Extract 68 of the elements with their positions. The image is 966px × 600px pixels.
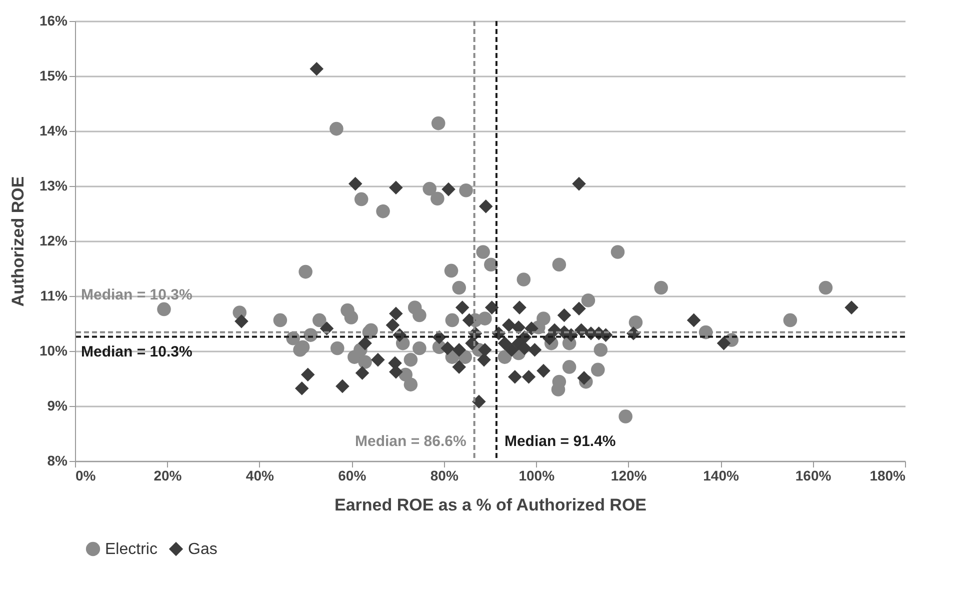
point bbox=[504, 343, 519, 357]
point bbox=[524, 322, 538, 336]
point bbox=[358, 336, 372, 350]
ref-line-label: Median = 91.4% bbox=[504, 433, 616, 450]
y-tick-label: 8% bbox=[47, 452, 68, 468]
x-tick-label: 180% bbox=[870, 468, 906, 484]
point bbox=[300, 368, 315, 382]
x-tick-label: 0% bbox=[76, 468, 96, 484]
legend-label: Electric bbox=[105, 541, 158, 558]
point bbox=[572, 302, 586, 316]
x-tick-label: 100% bbox=[518, 468, 556, 484]
point bbox=[472, 394, 486, 408]
point bbox=[478, 343, 492, 357]
x-tick-label: 20% bbox=[154, 468, 182, 484]
y-tick-label: 13% bbox=[39, 178, 68, 194]
y-tick-label: 16% bbox=[39, 12, 68, 28]
point bbox=[557, 308, 572, 322]
y-tick-label: 9% bbox=[47, 398, 68, 414]
ref-line-label: Median = 86.6% bbox=[355, 433, 466, 450]
point bbox=[371, 352, 385, 367]
point bbox=[442, 182, 456, 196]
point bbox=[477, 352, 491, 367]
x-axis-title: Earned ROE as a % of Authorized ROE bbox=[334, 496, 647, 514]
y-tick-label: 12% bbox=[39, 232, 68, 248]
ref-line-label: Median = 10.3% bbox=[81, 344, 192, 361]
point bbox=[355, 366, 370, 380]
y-tick-label: 10% bbox=[39, 342, 68, 358]
point bbox=[389, 180, 403, 195]
point bbox=[386, 318, 400, 332]
point bbox=[522, 370, 536, 384]
point bbox=[452, 343, 466, 357]
point bbox=[572, 176, 586, 191]
point bbox=[440, 341, 454, 356]
point bbox=[512, 300, 526, 314]
point bbox=[294, 382, 309, 396]
point bbox=[452, 360, 466, 374]
point bbox=[462, 313, 476, 328]
point bbox=[478, 199, 493, 214]
point bbox=[310, 62, 324, 76]
point bbox=[502, 318, 516, 332]
point bbox=[348, 176, 362, 191]
point bbox=[498, 336, 512, 350]
point bbox=[234, 314, 248, 328]
point bbox=[389, 306, 403, 320]
x-tick-label: 60% bbox=[338, 468, 367, 484]
x-tick-label: 160% bbox=[795, 468, 832, 484]
point bbox=[389, 365, 403, 379]
y-tick-label: 14% bbox=[39, 122, 68, 138]
point bbox=[455, 300, 470, 314]
point bbox=[528, 343, 542, 357]
legend-label: Gas bbox=[188, 541, 218, 558]
point bbox=[484, 300, 499, 314]
y-axis-title: Authorized ROE bbox=[8, 176, 28, 307]
x-tick-label: 80% bbox=[430, 468, 459, 484]
point bbox=[844, 300, 858, 314]
y-tick-label: 15% bbox=[39, 68, 68, 84]
point bbox=[518, 341, 532, 356]
point bbox=[336, 379, 350, 394]
point bbox=[512, 320, 526, 334]
point bbox=[686, 313, 701, 328]
y-tick-label: 11% bbox=[40, 288, 68, 304]
x-tick-label: 40% bbox=[246, 468, 274, 484]
x-tick-label: 140% bbox=[703, 468, 740, 484]
point bbox=[577, 371, 591, 385]
point bbox=[536, 364, 550, 378]
x-tick-label: 120% bbox=[610, 468, 648, 484]
point bbox=[508, 370, 522, 384]
point bbox=[716, 336, 731, 350]
